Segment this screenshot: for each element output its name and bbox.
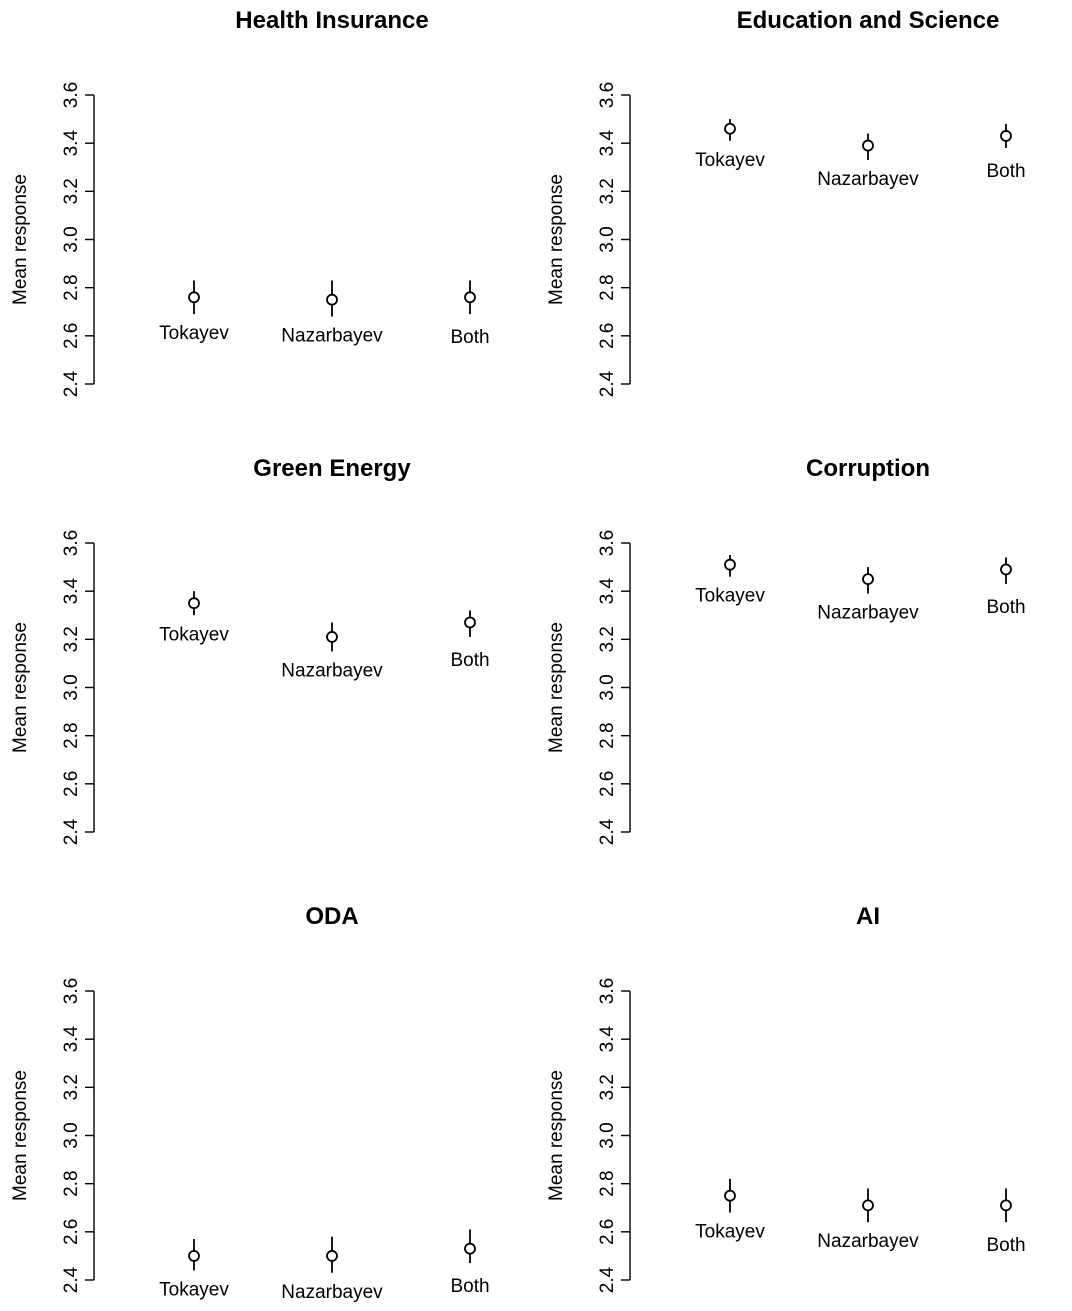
data-point [464, 616, 476, 629]
y-tick-label: 3.6 [61, 530, 82, 556]
y-tick-label: 3.2 [597, 626, 618, 652]
chart-title: ODA [305, 903, 358, 930]
y-tick-label: 2.6 [597, 323, 618, 349]
data-point [188, 291, 200, 304]
category-label: Nazarbayev [817, 169, 919, 190]
y-tick-label: 3.0 [61, 1122, 82, 1148]
y-tick-label: 3.0 [597, 674, 618, 700]
y-tick-label: 3.0 [597, 1122, 618, 1148]
category-label: Both [450, 1276, 489, 1297]
y-tick-label: 2.4 [61, 818, 82, 845]
data-point [188, 1250, 200, 1262]
y-axis-label: Mean response [546, 622, 567, 753]
data-point [1000, 130, 1012, 142]
chart-panel: Green Energy Mean response 2.4 2.6 2.8 3.0 3.2… [10, 455, 490, 845]
data-point [862, 573, 874, 586]
data-point [326, 631, 338, 643]
category-label: Both [986, 161, 1025, 182]
y-tick-label: 2.4 [597, 370, 618, 397]
y-tick-label: 2.4 [61, 1266, 82, 1293]
y-tick-label: 3.2 [597, 178, 618, 204]
category-label: Tokayev [159, 323, 229, 344]
category-label: Both [986, 1235, 1025, 1256]
category-label: Nazarbayev [817, 1231, 919, 1252]
data-point [724, 1189, 736, 1202]
category-label: Nazarbayev [281, 660, 383, 681]
y-tick-label: 3.2 [597, 1074, 618, 1100]
y-axis-label: Mean response [10, 1070, 31, 1201]
y-tick-label: 2.6 [597, 771, 618, 797]
y-axis-label: Mean response [546, 1070, 567, 1201]
y-tick-label: 3.2 [61, 1074, 82, 1100]
chart-title: Education and Science [737, 7, 1000, 34]
y-tick-label: 3.4 [61, 1026, 82, 1053]
category-label: Tokayev [695, 150, 765, 171]
category-label: Both [986, 597, 1025, 618]
y-tick-label: 3.0 [61, 226, 82, 252]
data-point [724, 558, 736, 571]
category-label: Tokayev [159, 1279, 229, 1300]
data-point [464, 291, 476, 304]
category-label: Nazarbayev [281, 1282, 383, 1303]
chart-title: Green Energy [253, 455, 411, 482]
y-tick-label: 2.4 [597, 1266, 618, 1293]
y-tick-label: 2.6 [597, 1219, 618, 1245]
y-tick-label: 3.2 [61, 626, 82, 652]
y-tick-label: 2.8 [61, 1170, 82, 1196]
y-tick-label: 2.8 [597, 1170, 618, 1196]
y-tick-label: 3.4 [597, 1026, 618, 1053]
y-tick-label: 3.6 [61, 978, 82, 1004]
y-tick-label: 2.8 [597, 722, 618, 748]
y-axis-label: Mean response [546, 174, 567, 305]
y-tick-label: 3.4 [61, 578, 82, 605]
data-point [464, 1242, 476, 1255]
chart-panel: Corruption Mean response 2.4 2.6 2.8 3.0 3.2 3.… [546, 455, 1026, 845]
y-tick-label: 3.0 [597, 226, 618, 252]
y-tick-label: 3.4 [61, 130, 82, 157]
chart-panel: Education and Science Mean response 2.4 2.6… [546, 7, 1026, 397]
y-tick-label: 2.6 [61, 323, 82, 349]
y-tick-label: 3.6 [597, 82, 618, 108]
y-tick-label: 2.8 [61, 274, 82, 300]
data-point [1000, 563, 1012, 576]
y-tick-label: 3.4 [597, 130, 618, 157]
category-label: Tokayev [695, 586, 765, 607]
y-tick-label: 3.6 [597, 978, 618, 1004]
y-tick-label: 2.6 [61, 771, 82, 797]
category-label: Tokayev [695, 1222, 765, 1243]
data-point [188, 597, 200, 610]
chart-panel: AI Mean response 2.4 2.6 2.8 3.0 3.2 3.4 3.6 Toka… [546, 903, 1026, 1293]
data-point [326, 293, 338, 306]
y-tick-label: 3.6 [597, 530, 618, 556]
y-axis-label: Mean response [10, 622, 31, 753]
data-point [862, 139, 874, 152]
category-label: Both [450, 327, 489, 348]
category-label: Both [450, 650, 489, 671]
chart-title: Corruption [806, 455, 930, 482]
y-tick-label: 2.8 [61, 722, 82, 748]
data-point [862, 1199, 874, 1212]
chart-title: AI [856, 903, 880, 930]
y-tick-label: 2.6 [61, 1219, 82, 1245]
category-label: Nazarbayev [817, 603, 919, 624]
chart-panel: Health Insurance Mean response 2.4 2.6 2.8 3.… [10, 7, 490, 397]
y-tick-label: 2.8 [597, 274, 618, 300]
chart-title: Health Insurance [235, 7, 428, 34]
y-tick-label: 3.4 [597, 578, 618, 605]
y-tick-label: 3.2 [61, 178, 82, 204]
data-point [1000, 1199, 1012, 1212]
category-label: Nazarbayev [281, 326, 383, 347]
data-point [326, 1250, 338, 1262]
chart-panel: ODA Mean response 2.4 2.6 2.8 3.0 3.2 3.4 3.6 Tok… [10, 903, 490, 1303]
y-tick-label: 3.0 [61, 674, 82, 700]
y-axis-label: Mean response [10, 174, 31, 305]
category-label: Tokayev [159, 624, 229, 645]
y-tick-label: 2.4 [597, 818, 618, 845]
y-tick-label: 2.4 [61, 370, 82, 397]
y-tick-label: 3.6 [61, 82, 82, 108]
data-point [724, 122, 736, 135]
